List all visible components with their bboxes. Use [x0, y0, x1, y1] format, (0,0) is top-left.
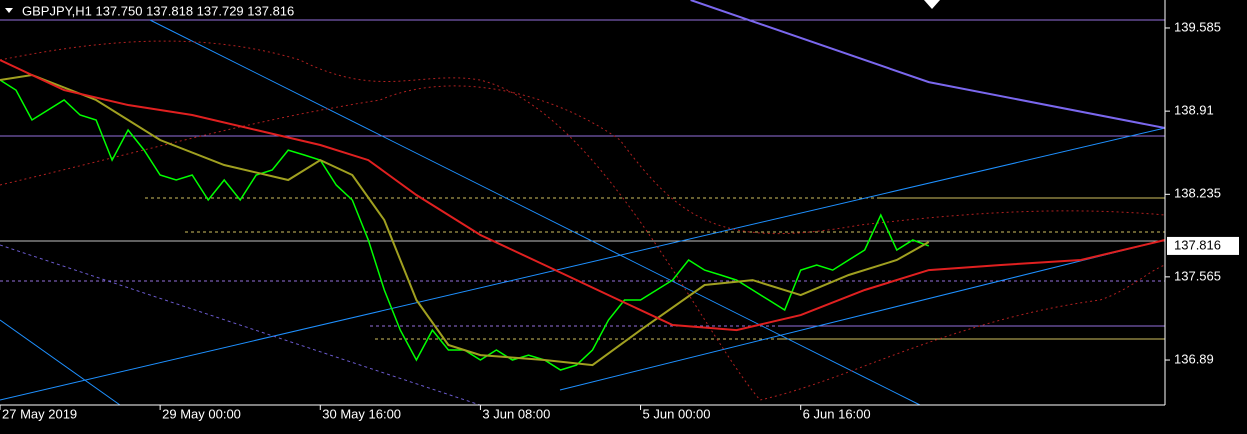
envelope: [0, 40, 1166, 401]
last-price-label: 137.816: [1174, 237, 1221, 252]
drawing-objects: [0, 19, 1166, 406]
trend-line: [0, 127, 1166, 401]
y-tick-label: 139.585: [1174, 19, 1221, 34]
y-tick-label: 136.89: [1174, 351, 1214, 366]
chart-title: GBPJPY,H1 137.750 137.818 137.729 137.81…: [22, 3, 294, 18]
series-line: [0, 59, 1166, 332]
shift-marker: [924, 0, 940, 9]
x-tick-label: 29 May 00:00: [162, 406, 241, 421]
y-tick-label: 137.565: [1174, 268, 1221, 283]
x-tick-label: 27 May 2019: [2, 406, 77, 421]
y-tick-label: 138.91: [1174, 103, 1214, 118]
trend-line: [559, 239, 1166, 391]
plot: [0, 0, 1166, 371]
trend-line: [149, 19, 921, 406]
x-tick-label: 3 Jun 08:00: [482, 406, 550, 421]
series-line: [690, 0, 1166, 129]
x-tick-label: 5 Jun 00:00: [643, 406, 711, 421]
last-price-box: [1167, 236, 1239, 255]
x-tick-label: 6 Jun 16:00: [803, 406, 871, 421]
envelope: [0, 85, 1166, 235]
menu-arrow[interactable]: [5, 8, 13, 13]
trend-line: [0, 244, 481, 406]
series-line: [0, 73, 930, 367]
x-tick-label: 30 May 16:00: [322, 406, 401, 421]
trend-line: [0, 319, 121, 406]
y-tick-label: 138.235: [1174, 186, 1221, 201]
